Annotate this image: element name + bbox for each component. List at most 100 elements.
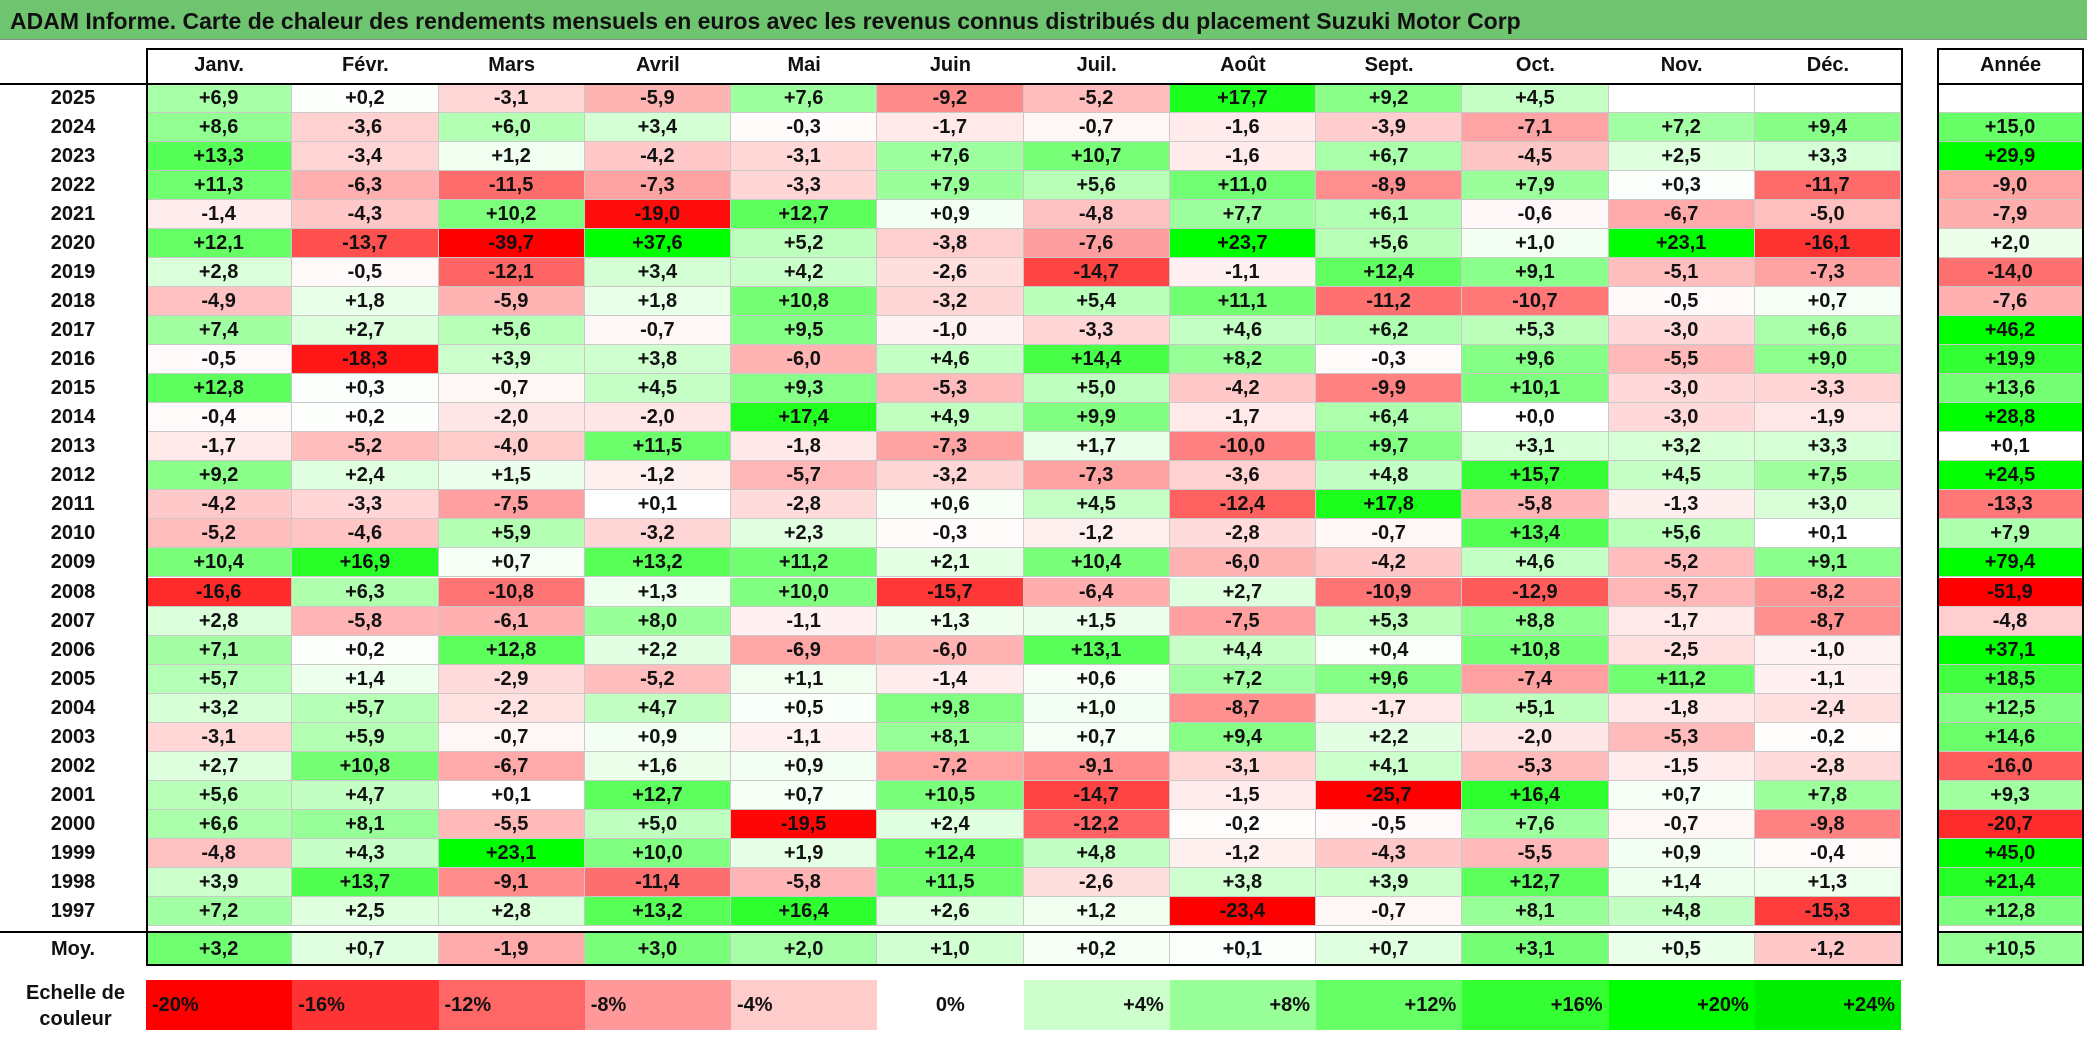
heatmap-cell: +5,7 <box>146 664 293 694</box>
year-label: 2001 <box>50 783 96 806</box>
heatmap-cell: -0,7 <box>1316 519 1463 549</box>
heatmap-cell: +0,4 <box>1316 635 1463 665</box>
year-label: 2004 <box>50 696 96 719</box>
heatmap-cell: -4,8 <box>1023 200 1170 230</box>
heatmap-cell: -7,5 <box>438 490 585 520</box>
annual-cell: +46,2 <box>1937 316 2084 346</box>
year-label: 2005 <box>50 667 96 690</box>
title-bar: ADAM Informe. Carte de chaleur des rende… <box>0 0 2087 40</box>
heatmap-cell: +10,1 <box>1462 374 1609 404</box>
annual-cell: +45,0 <box>1937 838 2084 868</box>
annual-cell: +0,1 <box>1937 432 2084 462</box>
heatmap-cell: -1,4 <box>146 200 293 230</box>
heatmap-cell: -1,1 <box>1169 258 1316 288</box>
heatmap-cell: +5,2 <box>731 229 878 259</box>
heatmap-cell: +0,1 <box>584 490 731 520</box>
heatmap-cell: -5,2 <box>1608 548 1755 578</box>
heatmap-cell: +5,1 <box>1462 693 1609 723</box>
heatmap-cell: +3,3 <box>1754 432 1901 462</box>
color-scale-swatch: -20% <box>146 980 293 1030</box>
heatmap-cell: +12,7 <box>1462 867 1609 897</box>
year-label: 2016 <box>50 348 96 371</box>
heatmap-cell: +0,3 <box>1608 171 1755 201</box>
heatmap-cell: -6,7 <box>1608 200 1755 230</box>
heatmap-cell: -16,6 <box>146 577 293 607</box>
heatmap-cell: +0,7 <box>1023 722 1170 752</box>
heatmap-cell: -6,3 <box>292 171 439 201</box>
heatmap-cell: -3,1 <box>731 142 878 172</box>
heatmap-cell: +9,3 <box>731 374 878 404</box>
heatmap-cell: -3,8 <box>877 229 1024 259</box>
heatmap-cell: -6,0 <box>877 635 1024 665</box>
heatmap-cell: +0,9 <box>584 722 731 752</box>
heatmap-cell: -1,7 <box>877 113 1024 143</box>
heatmap-cell: +1,3 <box>877 606 1024 636</box>
heatmap-cell: -3,6 <box>292 113 439 143</box>
heatmap-cell: +5,3 <box>1462 316 1609 346</box>
year-label: 2008 <box>50 580 96 603</box>
heatmap-cell: +10,0 <box>584 838 731 868</box>
heatmap-cell: +11,2 <box>1608 664 1755 694</box>
heatmap-cell: +3,9 <box>438 345 585 375</box>
heatmap-cell: +3,8 <box>584 345 731 375</box>
heatmap-cell: -8,7 <box>1754 606 1901 636</box>
color-scale-swatch: +20% <box>1608 980 1755 1030</box>
heatmap-cell: +8,0 <box>584 606 731 636</box>
heatmap-cell: -0,5 <box>1608 287 1755 317</box>
heatmap-cell: -5,3 <box>1608 722 1755 752</box>
heatmap-cell: +10,8 <box>731 287 878 317</box>
heatmap-cell: -8,2 <box>1754 577 1901 607</box>
heatmap-cell: -3,3 <box>1754 374 1901 404</box>
heatmap-cell: +5,3 <box>1316 606 1463 636</box>
heatmap-cell: -5,8 <box>292 606 439 636</box>
heatmap-cell: +0,9 <box>731 751 878 781</box>
heatmap-cell: -7,3 <box>584 171 731 201</box>
heatmap-cell: +2,5 <box>1608 142 1755 172</box>
heatmap-cell: +9,4 <box>1169 722 1316 752</box>
heatmap-cell: +17,7 <box>1169 84 1316 114</box>
heatmap-cell: -19,0 <box>584 200 731 230</box>
year-label: 2025 <box>50 87 96 109</box>
heatmap-cell: +2,7 <box>292 316 439 346</box>
heatmap-cell: +11,5 <box>877 867 1024 897</box>
heatmap-cell: -3,9 <box>1316 113 1463 143</box>
heatmap-cell: +1,4 <box>292 664 439 694</box>
heatmap-cell: +2,2 <box>1316 722 1463 752</box>
heatmap-cell: -1,6 <box>1169 142 1316 172</box>
heatmap-cell: +5,9 <box>438 519 585 549</box>
heatmap-cell: +0,7 <box>731 780 878 810</box>
annual-cell: +37,1 <box>1937 635 2084 665</box>
heatmap-cell: +0,0 <box>1462 403 1609 433</box>
heatmap-cell: +7,2 <box>1169 664 1316 694</box>
average-cell: +3,1 <box>1462 932 1609 966</box>
heatmap-cell: -5,7 <box>731 461 878 491</box>
year-label: 2023 <box>50 145 96 168</box>
annual-cell: +79,4 <box>1937 548 2084 578</box>
year-label: 2020 <box>50 232 96 255</box>
heatmap-cell: -25,7 <box>1316 780 1463 810</box>
heatmap-cell: +7,8 <box>1754 780 1901 810</box>
heatmap-cell: -7,3 <box>1754 258 1901 288</box>
year-label: 2021 <box>50 203 96 226</box>
heatmap-cell: -1,7 <box>1169 403 1316 433</box>
heatmap-cell: +7,7 <box>1169 200 1316 230</box>
heatmap-cell: -18,3 <box>292 345 439 375</box>
heatmap-cell: +12,8 <box>146 374 293 404</box>
heatmap-cell: -3,6 <box>1169 461 1316 491</box>
heatmap-cell: +13,1 <box>1023 635 1170 665</box>
heatmap-cell: +4,8 <box>1608 896 1755 926</box>
heatmap-cell: -9,1 <box>438 867 585 897</box>
heatmap-cell: -6,4 <box>1023 577 1170 607</box>
heatmap-cell: +10,0 <box>731 577 878 607</box>
heatmap-cell: +5,6 <box>1316 229 1463 259</box>
year-label: 2014 <box>50 406 96 429</box>
heatmap-cell: -13,7 <box>292 229 439 259</box>
heatmap-cell: +4,6 <box>877 345 1024 375</box>
annual-cell: -13,3 <box>1937 490 2084 520</box>
heatmap-cell: +1,3 <box>1754 867 1901 897</box>
year-label: 2007 <box>50 609 96 632</box>
heatmap-cell: +4,2 <box>731 258 878 288</box>
heatmap-cell: +12,4 <box>1316 258 1463 288</box>
heatmap-cell: +3,3 <box>1754 142 1901 172</box>
heatmap-cell: -0,7 <box>1608 809 1755 839</box>
